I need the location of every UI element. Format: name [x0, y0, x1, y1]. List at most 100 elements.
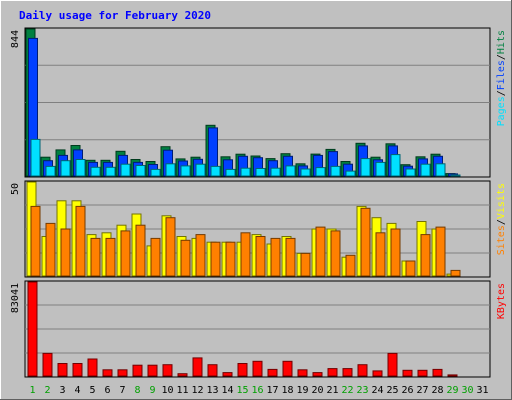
bar-sites-day-5	[90, 237, 101, 277]
day-label-12: 12	[191, 385, 203, 396]
bar-sites-day-17	[270, 237, 281, 277]
bar-pages-day-23	[360, 158, 371, 177]
bar-sites-day-15	[240, 232, 251, 277]
series-kbytes	[27, 281, 458, 377]
chart-title: Daily usage for February 2020	[19, 9, 211, 22]
bar-sites-day-6	[105, 237, 116, 277]
bar-kbytes-day-5	[87, 358, 98, 377]
day-label-24: 24	[371, 385, 383, 396]
bar-pages-day-3	[60, 160, 71, 177]
bar-sites-day-29	[450, 269, 461, 277]
legend-entry: Hits	[496, 30, 507, 54]
panel-kbytes: 83041 KBytes	[10, 280, 507, 378]
bar-pages-day-29	[450, 174, 461, 177]
bar-pages-day-25	[390, 154, 401, 177]
day-label-15: 15	[236, 385, 248, 396]
bar-pages-day-10	[165, 163, 176, 177]
bar-kbytes-day-19	[297, 369, 308, 377]
bar-kbytes-day-4	[72, 363, 83, 377]
day-label-30: 30	[461, 385, 473, 396]
bar-pages-day-7	[120, 163, 131, 177]
bar-kbytes-day-20	[312, 372, 323, 377]
bar-sites-day-7	[120, 230, 131, 277]
legend-hits-files-pages: Pages/Files/Hits	[496, 30, 507, 126]
bar-kbytes-day-17	[267, 368, 278, 377]
day-label-3: 3	[59, 385, 65, 396]
day-label-26: 26	[401, 385, 413, 396]
bar-sites-day-22	[345, 254, 356, 277]
day-label-9: 9	[149, 385, 155, 396]
day-label-5: 5	[89, 385, 95, 396]
day-label-11: 11	[176, 385, 188, 396]
bar-kbytes-day-26	[402, 369, 413, 377]
day-label-27: 27	[416, 385, 428, 396]
day-label-1: 1	[29, 385, 35, 396]
day-label-13: 13	[206, 385, 218, 396]
bar-kbytes-day-23	[357, 364, 368, 377]
bar-sites-day-10	[165, 217, 176, 277]
bar-pages-day-15	[240, 167, 251, 177]
day-label-2: 2	[44, 385, 50, 396]
day-label-29: 29	[446, 385, 458, 396]
legend-kbytes: KBytes	[496, 283, 507, 319]
bar-pages-day-13	[210, 165, 221, 177]
day-label-7: 7	[119, 385, 125, 396]
bar-kbytes-day-24	[372, 370, 383, 377]
y-max-label: 83041	[10, 283, 21, 313]
bar-kbytes-day-12	[192, 357, 203, 377]
series-sites	[30, 205, 461, 277]
bar-kbytes-day-27	[417, 369, 428, 377]
bar-kbytes-day-11	[177, 373, 188, 377]
y-max-label: 844	[10, 30, 21, 48]
bar-sites-day-24	[375, 232, 386, 277]
bar-pages-day-9	[150, 168, 161, 177]
bar-sites-day-8	[135, 224, 146, 277]
bar-pages-day-1	[30, 138, 41, 177]
bar-sites-day-2	[45, 222, 56, 277]
bar-kbytes-day-10	[162, 364, 173, 377]
bar-kbytes-day-7	[117, 369, 128, 377]
bar-pages-day-16	[255, 168, 266, 177]
panel-hits-files-pages: 844 Pages/Files/Hits	[10, 27, 507, 178]
bar-sites-day-19	[300, 252, 311, 277]
series-pages	[30, 138, 461, 177]
bar-pages-day-14	[225, 168, 236, 177]
day-label-28: 28	[431, 385, 443, 396]
bar-kbytes-day-25	[387, 352, 398, 377]
bar-pages-day-5	[90, 166, 101, 177]
day-label-20: 20	[311, 385, 323, 396]
panel-visits-sites: 50 Sites/Visits	[10, 180, 507, 278]
day-label-19: 19	[296, 385, 308, 396]
legend-entry: Sites	[496, 225, 507, 255]
bar-pages-day-17	[270, 167, 281, 177]
bar-pages-day-19	[300, 168, 311, 177]
day-label-10: 10	[161, 385, 173, 396]
bar-kbytes-day-1	[27, 281, 38, 377]
bar-kbytes-day-2	[42, 352, 53, 377]
bar-sites-day-4	[75, 205, 86, 277]
bar-sites-day-26	[405, 260, 416, 277]
bar-sites-day-11	[180, 239, 191, 277]
x-axis-day-labels: 1 2 3 4 5 6 7 8 9 10 11 12 13 14 15 16 17 18 19 20 21 22 23 24 2…	[29, 385, 488, 396]
day-label-21: 21	[326, 385, 338, 396]
bar-sites-day-9	[150, 237, 161, 277]
bar-kbytes-day-22	[342, 368, 353, 377]
bar-sites-day-28	[435, 226, 446, 277]
day-label-25: 25	[386, 385, 398, 396]
legend-entry: Files	[496, 60, 507, 90]
bar-sites-day-20	[315, 226, 326, 277]
day-label-18: 18	[281, 385, 293, 396]
legend-entry: Visits	[496, 183, 507, 219]
day-label-6: 6	[104, 385, 110, 396]
legend-visits-sites: Sites/Visits	[496, 183, 507, 255]
day-label-16: 16	[251, 385, 263, 396]
day-label-4: 4	[74, 385, 80, 396]
bar-sites-day-12	[195, 234, 206, 277]
bar-kbytes-day-21	[327, 368, 338, 377]
bar-kbytes-day-6	[102, 369, 113, 377]
bar-kbytes-day-14	[222, 372, 233, 377]
day-label-22: 22	[341, 385, 353, 396]
bar-sites-day-21	[330, 230, 341, 277]
